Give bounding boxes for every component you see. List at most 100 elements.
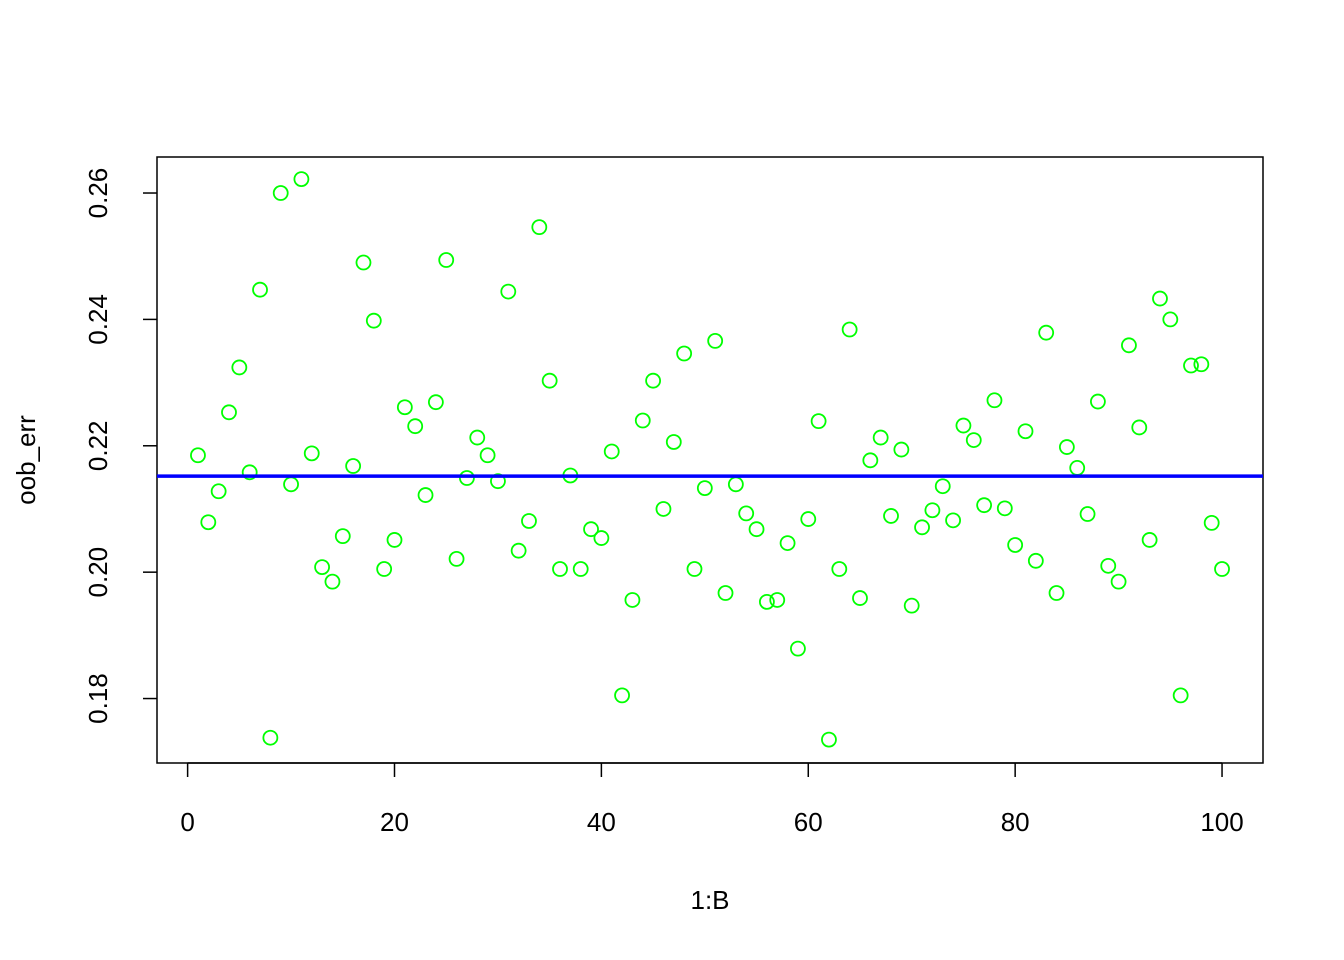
point <box>986 392 1003 409</box>
y-axis-label: oob_err <box>11 415 41 505</box>
point <box>417 487 434 503</box>
point <box>696 480 713 497</box>
point <box>221 404 237 421</box>
point <box>427 394 444 411</box>
point <box>407 418 424 435</box>
point <box>779 535 796 551</box>
point <box>479 447 496 464</box>
point <box>655 501 672 517</box>
point <box>210 483 227 500</box>
point <box>1048 585 1065 601</box>
point <box>686 561 703 577</box>
point <box>345 458 362 474</box>
point <box>1038 324 1055 341</box>
point <box>541 372 558 389</box>
point <box>717 585 734 601</box>
x-tick-label: 80 <box>1001 807 1030 837</box>
point <box>241 464 258 481</box>
point <box>583 521 599 538</box>
point <box>1100 557 1117 574</box>
x-tick-label: 20 <box>380 807 409 837</box>
point <box>438 252 455 268</box>
point <box>593 530 610 546</box>
point <box>303 445 320 462</box>
point <box>831 561 848 577</box>
point <box>1090 393 1106 410</box>
point <box>1162 311 1179 328</box>
point <box>665 434 682 450</box>
point <box>1141 532 1158 548</box>
point <box>1079 506 1096 522</box>
point <box>1058 439 1075 455</box>
point <box>810 413 827 430</box>
point <box>1152 290 1168 307</box>
point <box>324 573 341 590</box>
point <box>334 528 351 545</box>
plot-frame <box>156 156 1264 764</box>
x-tick-label: 0 <box>180 807 194 837</box>
point <box>283 476 299 493</box>
point <box>531 219 548 236</box>
point <box>965 432 982 448</box>
point <box>552 561 568 577</box>
y-tick-label: 0.22 <box>83 420 113 471</box>
point <box>862 452 879 469</box>
x-tick-label: 100 <box>1200 807 1243 837</box>
point <box>1121 337 1137 354</box>
point <box>200 514 217 531</box>
point <box>521 513 537 529</box>
point <box>945 512 961 529</box>
y-tick-label: 0.24 <box>83 294 113 345</box>
point <box>790 640 806 657</box>
point <box>841 321 858 338</box>
point <box>231 359 248 376</box>
point <box>727 476 744 493</box>
point <box>1007 537 1024 553</box>
point <box>314 559 330 576</box>
point <box>872 429 889 446</box>
point <box>645 372 662 389</box>
point <box>883 508 899 524</box>
point <box>955 417 972 434</box>
point <box>1027 552 1044 569</box>
point <box>903 597 920 614</box>
point <box>769 592 786 608</box>
y-tick-label: 0.20 <box>83 547 113 598</box>
point <box>262 729 279 746</box>
point <box>272 185 289 201</box>
point <box>386 532 403 548</box>
point <box>459 470 475 486</box>
point <box>634 412 651 429</box>
point <box>1214 561 1230 577</box>
point <box>510 542 527 559</box>
point <box>852 590 868 606</box>
point <box>572 561 589 577</box>
point <box>1017 423 1034 440</box>
point <box>821 731 837 748</box>
point <box>365 312 382 329</box>
point <box>490 473 506 490</box>
point <box>800 511 817 527</box>
point <box>1193 356 1210 373</box>
point <box>748 521 765 538</box>
point <box>1069 459 1086 476</box>
x-tick-label: 40 <box>587 807 616 837</box>
point <box>500 283 517 300</box>
point <box>293 171 310 188</box>
point <box>603 443 620 460</box>
x-axis-label: 1:B <box>690 885 729 915</box>
point <box>893 441 910 458</box>
point <box>624 592 641 608</box>
point <box>1131 419 1148 436</box>
point <box>448 550 465 567</box>
point <box>996 500 1013 517</box>
point <box>1183 357 1199 374</box>
point <box>738 505 755 522</box>
point <box>707 332 724 349</box>
point <box>376 561 393 577</box>
point <box>614 687 630 704</box>
point <box>1172 687 1189 704</box>
point <box>758 593 775 610</box>
point <box>469 429 486 446</box>
